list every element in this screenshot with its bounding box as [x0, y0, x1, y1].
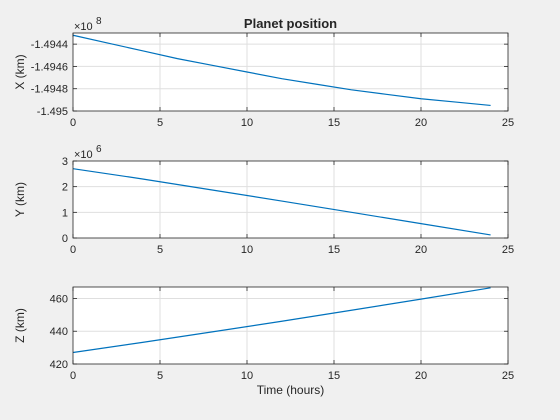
z-position-x-tick-label-4: 20	[415, 370, 427, 382]
x-position-y-tick-label-3: -1.4944	[31, 39, 68, 51]
x-position-plot-area	[73, 33, 508, 111]
y-position-x-tick-label-2: 10	[241, 244, 253, 256]
z-position-x-axis-label: Time (hours)	[257, 383, 325, 397]
y-position-exponent-label: ×10	[74, 149, 93, 161]
x-position-x-tick-label-0: 0	[70, 117, 76, 129]
y-position-x-tick-label-4: 20	[415, 244, 427, 256]
y-position-x-tick-label-5: 25	[502, 244, 514, 256]
x-position-x-tick-label-4: 20	[415, 117, 427, 129]
x-position-x-tick-label-2: 10	[241, 117, 253, 129]
x-position-y-axis-label: X (km)	[13, 54, 27, 89]
z-position-x-tick-label-0: 0	[70, 370, 76, 382]
x-position-y-tick-label-1: -1.4948	[31, 84, 68, 96]
x-position-y-tick-label-0: -1.495	[37, 106, 68, 118]
z-position-y-tick-label-2: 460	[50, 293, 68, 305]
y-position-y-axis-label: Y (km)	[13, 182, 27, 217]
y-position-x-tick-label-0: 0	[70, 244, 76, 256]
z-position-y-tick-label-0: 420	[50, 359, 68, 371]
y-position-x-tick-label-3: 15	[328, 244, 340, 256]
x-position-exponent-power: 8	[96, 16, 102, 27]
z-position-x-tick-label-1: 5	[157, 370, 163, 382]
y-position-y-tick-label-1: 1	[62, 207, 68, 219]
chart-title: Planet position	[244, 16, 337, 31]
z-position-x-tick-label-3: 15	[328, 370, 340, 382]
y-position-x-tick-label-1: 5	[157, 244, 163, 256]
y-position-y-tick-label-3: 3	[62, 156, 68, 168]
x-position-x-tick-label-3: 15	[328, 117, 340, 129]
z-position-y-tick-label-1: 440	[50, 326, 68, 338]
y-position-y-tick-label-2: 2	[62, 182, 68, 194]
y-position-y-tick-label-0: 0	[62, 233, 68, 245]
z-position-x-tick-label-2: 10	[241, 370, 253, 382]
x-position-x-tick-label-1: 5	[157, 117, 163, 129]
x-position-exponent-label: ×10	[74, 21, 93, 33]
y-position-plot-area	[73, 161, 508, 238]
z-position-x-tick-label-5: 25	[502, 370, 514, 382]
x-position-y-tick-label-2: -1.4946	[31, 61, 68, 73]
z-position-y-axis-label: Z (km)	[13, 308, 27, 343]
y-position-exponent-power: 6	[96, 144, 102, 155]
x-position-x-tick-label-5: 25	[502, 117, 514, 129]
